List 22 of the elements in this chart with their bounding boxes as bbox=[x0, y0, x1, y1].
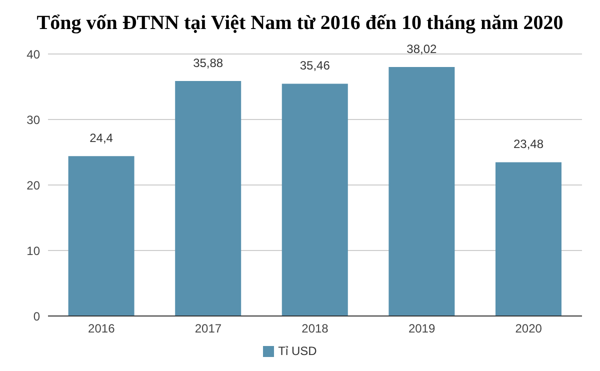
x-tick-label: 2019 bbox=[408, 322, 436, 336]
bar bbox=[495, 162, 562, 316]
data-label: 38,02 bbox=[406, 42, 438, 56]
y-tick-label: 30 bbox=[26, 112, 40, 127]
y-tick-label: 0 bbox=[33, 309, 40, 324]
x-tick-label: 2016 bbox=[88, 322, 116, 336]
data-label: 24,4 bbox=[90, 131, 114, 146]
data-label: 35,88 bbox=[193, 56, 224, 70]
y-tick-label: 10 bbox=[26, 244, 40, 258]
x-tick-label: 2020 bbox=[515, 322, 542, 336]
bar bbox=[68, 156, 134, 316]
chart-title: Tổng vốn ĐTNN tại Việt Nam từ 2016 đến 10 tháng năm 2020 bbox=[36, 12, 564, 36]
legend-label: Tỉ USD bbox=[278, 344, 317, 358]
y-tick-label: 40 bbox=[26, 47, 40, 62]
bar bbox=[282, 84, 348, 316]
x-tick-label: 2018 bbox=[302, 322, 329, 336]
data-label: 35,46 bbox=[300, 58, 330, 73]
data-label: 23,48 bbox=[513, 137, 544, 152]
y-tick-label: 20 bbox=[26, 178, 40, 192]
bar bbox=[388, 66, 455, 316]
x-tick-label: 2017 bbox=[194, 322, 222, 336]
bar bbox=[175, 80, 242, 316]
